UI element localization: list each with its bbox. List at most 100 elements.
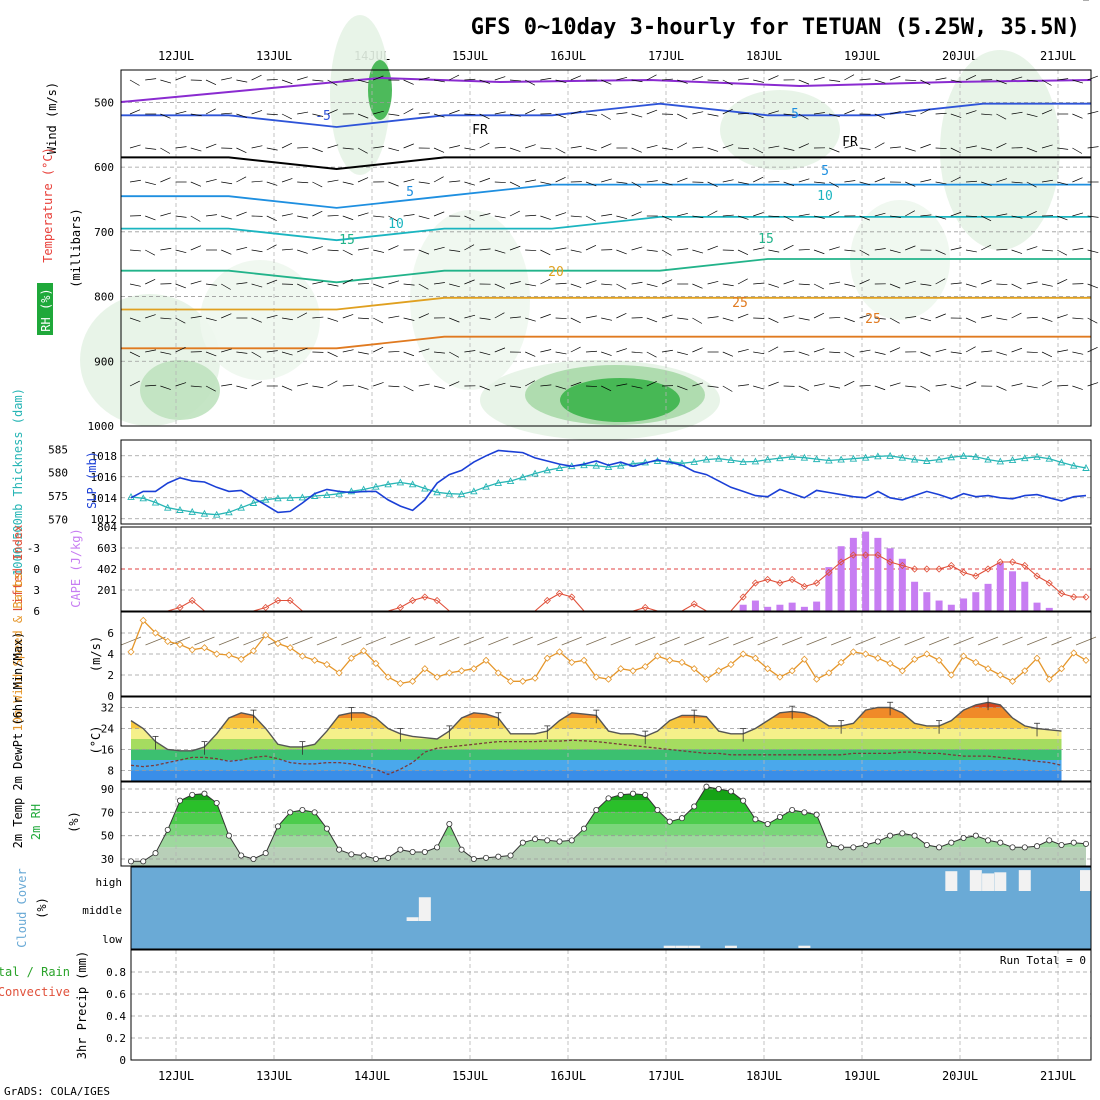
temp-lines [130, 0, 1089, 776]
rh-point [862, 842, 869, 849]
wind-barb [722, 351, 734, 357]
wind-barb [1072, 385, 1083, 390]
wind-barb [357, 147, 368, 154]
cape-bar [886, 548, 894, 611]
wind-barb [464, 181, 476, 186]
wind-barb [768, 381, 779, 387]
wind-barb [373, 110, 384, 115]
wind10-point [1045, 675, 1053, 683]
wind-barb [753, 247, 765, 251]
lifted-index-point [862, 551, 870, 559]
wind-barb [965, 346, 976, 353]
wind-barb [540, 384, 552, 387]
wind-barb [981, 279, 992, 285]
cape-bar [996, 562, 1004, 611]
wind-barb [190, 280, 202, 285]
temp-tick-label: 8 [107, 765, 114, 778]
wind-barb [160, 351, 172, 355]
slp-grid [121, 440, 1091, 524]
wind10-barb [806, 636, 827, 646]
cloud-bar-high [994, 872, 1007, 891]
wind-barb [297, 181, 309, 184]
rh-grid [121, 782, 1091, 866]
wind-barb [221, 215, 232, 220]
rh-point [495, 853, 502, 860]
cloud-level-label: middle [82, 904, 122, 917]
wind-barb [1087, 317, 1098, 324]
precip-total-label: Total / Rain [0, 965, 70, 979]
wind-barb [297, 283, 308, 289]
lifted-index-point [433, 596, 441, 605]
lifted-tick-label: 3 [33, 584, 40, 597]
wind-barb [403, 79, 414, 85]
rh-band [131, 800, 1086, 813]
wind-barb [525, 109, 536, 115]
wind-barb [889, 215, 901, 218]
wind-barb [236, 176, 247, 183]
thickness-point [861, 453, 870, 461]
wind10-point [1082, 656, 1090, 664]
wind-barb [433, 246, 445, 251]
wind-barb [342, 314, 354, 319]
wind-barb [1026, 79, 1038, 82]
lifted-side-label: Lifted Index [11, 525, 25, 612]
wind10-barb [757, 636, 778, 646]
cape-bar [825, 567, 833, 611]
wind10-barb [659, 636, 680, 646]
wind10-point [715, 667, 723, 675]
wind-side-label: Wind (m/s) [45, 82, 59, 154]
cape-bar [813, 601, 821, 611]
lifted-index-point [1057, 589, 1066, 598]
wind10-barb [635, 636, 656, 646]
wind-barb [813, 76, 825, 81]
wind-barb [692, 111, 704, 115]
lifted-index-point [1008, 558, 1017, 566]
rh-point [850, 844, 857, 851]
wind-barb [813, 249, 825, 255]
rh-band [131, 786, 1086, 789]
wind-barb [175, 110, 187, 115]
wind-barb [631, 113, 643, 118]
temp-tick-label: 32 [101, 702, 114, 715]
pressure-tick-label: 1000 [88, 420, 115, 433]
wind10-barb [1002, 636, 1023, 646]
wind-barb [874, 113, 885, 119]
wind-barb [677, 142, 688, 149]
contour-label: 10 [388, 217, 404, 232]
wind-barb [312, 113, 324, 117]
wind-barb [266, 181, 278, 186]
wind-barb [996, 317, 1008, 321]
temp-band [131, 770, 1062, 781]
rh-point [923, 842, 930, 849]
wind-barb [646, 249, 658, 252]
wind-barb [1072, 147, 1083, 154]
wind10-barbs [120, 636, 1097, 646]
lifted-index-point [739, 593, 747, 601]
cape-bar [862, 531, 870, 611]
wind-barb [920, 385, 931, 392]
wind-barb [692, 347, 703, 353]
thickness-point [139, 494, 148, 502]
wind-barb [905, 316, 917, 319]
wind-barb [494, 382, 506, 387]
thickness-point [482, 482, 490, 490]
wind-barb [1041, 380, 1052, 387]
wind-barb [677, 385, 688, 391]
wind-barb [555, 212, 567, 217]
thickness-point [1045, 454, 1054, 462]
wind10-barb [390, 636, 411, 646]
contour-label: 20 [548, 265, 564, 280]
wind-barb [175, 283, 186, 289]
wind-barb [585, 113, 597, 116]
wind-barb [859, 215, 870, 221]
slp-thickness-panel: 1012 1014 1016 1018 570 575 580 585 [48, 439, 1092, 526]
cloud-level-label: high [96, 876, 123, 889]
wind-barb [783, 280, 795, 285]
wind10-point [813, 675, 821, 683]
rh-point [666, 818, 673, 825]
bottom-date-axis: 12JUL 13JUL 14JUL 15JUL 16JUL 17JUL 18JUL 19JUL… [158, 1069, 1076, 1083]
wind-barb [342, 78, 354, 81]
wind-barb [1072, 79, 1084, 84]
rh-point [421, 849, 428, 856]
wind-barb [540, 181, 552, 185]
